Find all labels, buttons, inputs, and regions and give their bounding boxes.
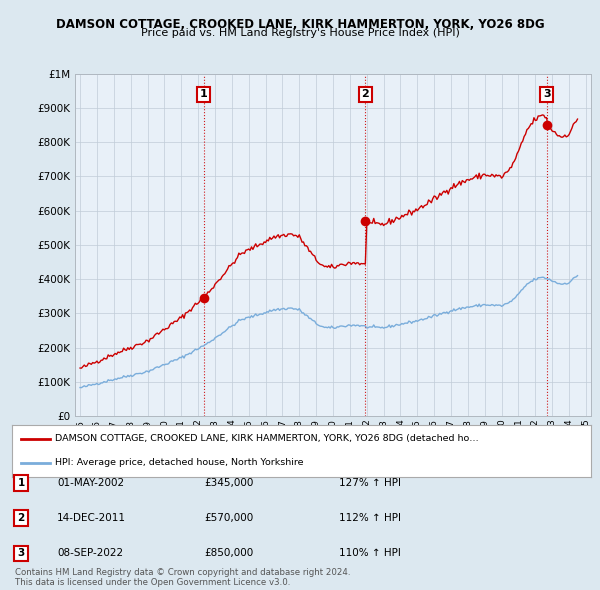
Text: 2: 2 xyxy=(17,513,25,523)
Text: 2: 2 xyxy=(362,89,369,99)
Text: Price paid vs. HM Land Registry's House Price Index (HPI): Price paid vs. HM Land Registry's House … xyxy=(140,28,460,38)
Text: 3: 3 xyxy=(17,549,25,558)
Text: 1: 1 xyxy=(17,478,25,487)
Text: 127% ↑ HPI: 127% ↑ HPI xyxy=(339,478,401,487)
Text: Contains HM Land Registry data © Crown copyright and database right 2024.: Contains HM Land Registry data © Crown c… xyxy=(15,568,350,577)
Text: 112% ↑ HPI: 112% ↑ HPI xyxy=(339,513,401,523)
Text: HPI: Average price, detached house, North Yorkshire: HPI: Average price, detached house, Nort… xyxy=(55,458,304,467)
Text: £570,000: £570,000 xyxy=(204,513,253,523)
Text: 01-MAY-2002: 01-MAY-2002 xyxy=(57,478,124,487)
Text: DAMSON COTTAGE, CROOKED LANE, KIRK HAMMERTON, YORK, YO26 8DG: DAMSON COTTAGE, CROOKED LANE, KIRK HAMME… xyxy=(56,18,544,31)
Text: 08-SEP-2022: 08-SEP-2022 xyxy=(57,549,123,558)
Text: 1: 1 xyxy=(200,89,208,99)
Text: 110% ↑ HPI: 110% ↑ HPI xyxy=(339,549,401,558)
Text: DAMSON COTTAGE, CROOKED LANE, KIRK HAMMERTON, YORK, YO26 8DG (detached ho…: DAMSON COTTAGE, CROOKED LANE, KIRK HAMME… xyxy=(55,434,479,443)
Text: £345,000: £345,000 xyxy=(204,478,253,487)
Text: 3: 3 xyxy=(543,89,550,99)
Text: £850,000: £850,000 xyxy=(204,549,253,558)
Text: 14-DEC-2011: 14-DEC-2011 xyxy=(57,513,126,523)
Text: This data is licensed under the Open Government Licence v3.0.: This data is licensed under the Open Gov… xyxy=(15,578,290,587)
